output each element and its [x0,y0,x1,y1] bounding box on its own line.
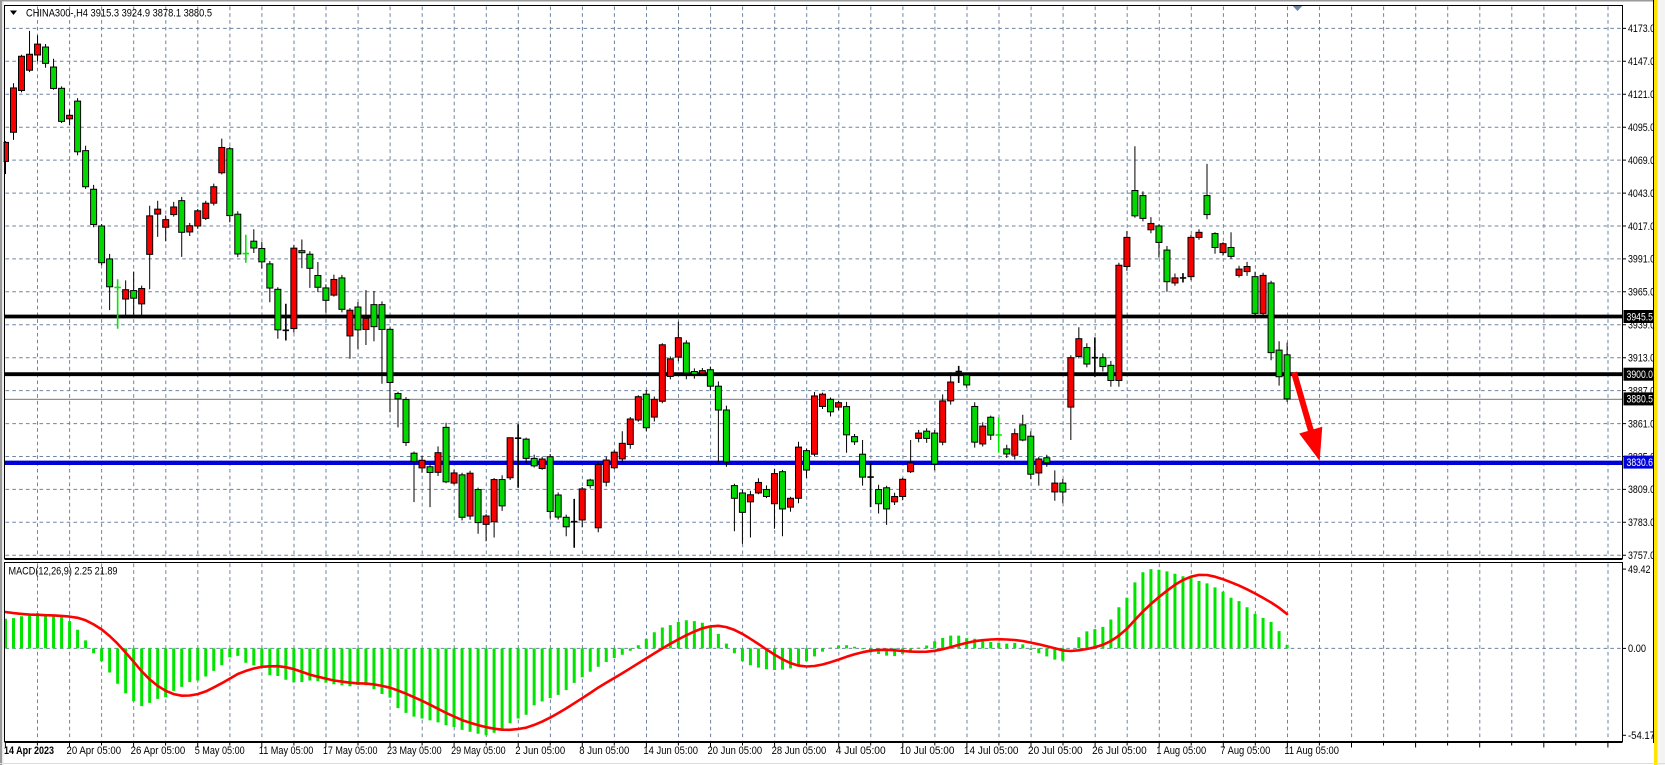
svg-text:11 May 05:00: 11 May 05:00 [259,745,314,757]
svg-text:7 Aug 05:00: 7 Aug 05:00 [1220,745,1270,757]
svg-text:14 Jul 05:00: 14 Jul 05:00 [964,745,1019,757]
svg-text:3945.5: 3945.5 [1627,311,1654,323]
svg-text:3991.0: 3991.0 [1628,254,1655,266]
svg-text:4147.0: 4147.0 [1628,56,1655,68]
svg-text:3861.0: 3861.0 [1628,418,1655,430]
svg-text:1 Aug 05:00: 1 Aug 05:00 [1156,745,1206,757]
svg-text:10 Jul 05:00: 10 Jul 05:00 [900,745,955,757]
svg-text:4069.0: 4069.0 [1628,155,1655,167]
svg-text:29 May 05:00: 29 May 05:00 [451,745,506,757]
svg-text:3830.6: 3830.6 [1627,457,1654,469]
svg-text:28 Jun 05:00: 28 Jun 05:00 [772,745,827,757]
svg-text:3757.0: 3757.0 [1628,550,1655,562]
svg-text:26 Apr 05:00: 26 Apr 05:00 [131,745,186,757]
svg-text:8 Jun 05:00: 8 Jun 05:00 [579,745,629,757]
svg-text:23 May 05:00: 23 May 05:00 [387,745,442,757]
svg-text:4121.0: 4121.0 [1628,89,1655,101]
svg-text:4 Jul 05:00: 4 Jul 05:00 [836,745,886,757]
svg-text:17 May 05:00: 17 May 05:00 [323,745,378,757]
svg-text:20 Jun 05:00: 20 Jun 05:00 [708,745,763,757]
svg-text:4173.0: 4173.0 [1628,23,1655,35]
svg-text:5 May 05:00: 5 May 05:00 [195,745,245,757]
svg-text:3900.0: 3900.0 [1627,369,1654,381]
svg-text:4043.0: 4043.0 [1628,188,1655,200]
svg-text:2 Jun 05:00: 2 Jun 05:00 [515,745,565,757]
svg-text:MACD(12,26,9) 2.25 21.89: MACD(12,26,9) 2.25 21.89 [9,566,118,578]
svg-text:3880.5: 3880.5 [1627,394,1654,406]
svg-text:20 Apr 05:00: 20 Apr 05:00 [67,745,122,757]
svg-text:4017.0: 4017.0 [1628,221,1655,233]
svg-text:3965.0: 3965.0 [1628,287,1655,299]
svg-text:14 Jun 05:00: 14 Jun 05:00 [643,745,698,757]
svg-text:49.42: 49.42 [1628,564,1651,576]
svg-text:3809.0: 3809.0 [1628,484,1655,496]
svg-text:20 Jul 05:00: 20 Jul 05:00 [1028,745,1083,757]
svg-text:11 Aug 05:00: 11 Aug 05:00 [1284,745,1339,757]
svg-text:3783.0: 3783.0 [1628,517,1655,529]
svg-text:4095.0: 4095.0 [1628,122,1655,134]
svg-text:3913.0: 3913.0 [1628,353,1655,365]
svg-text:-54.17: -54.17 [1628,730,1655,742]
svg-text:14 Apr 2023: 14 Apr 2023 [4,745,54,757]
svg-text:CHINA300-,H4 3915.3 3924.9 38: CHINA300-,H4 3915.3 3924.9 3878.1 3880.5 [26,8,212,20]
svg-text:26 Jul 05:00: 26 Jul 05:00 [1092,745,1147,757]
svg-text:0.00: 0.00 [1628,643,1646,655]
